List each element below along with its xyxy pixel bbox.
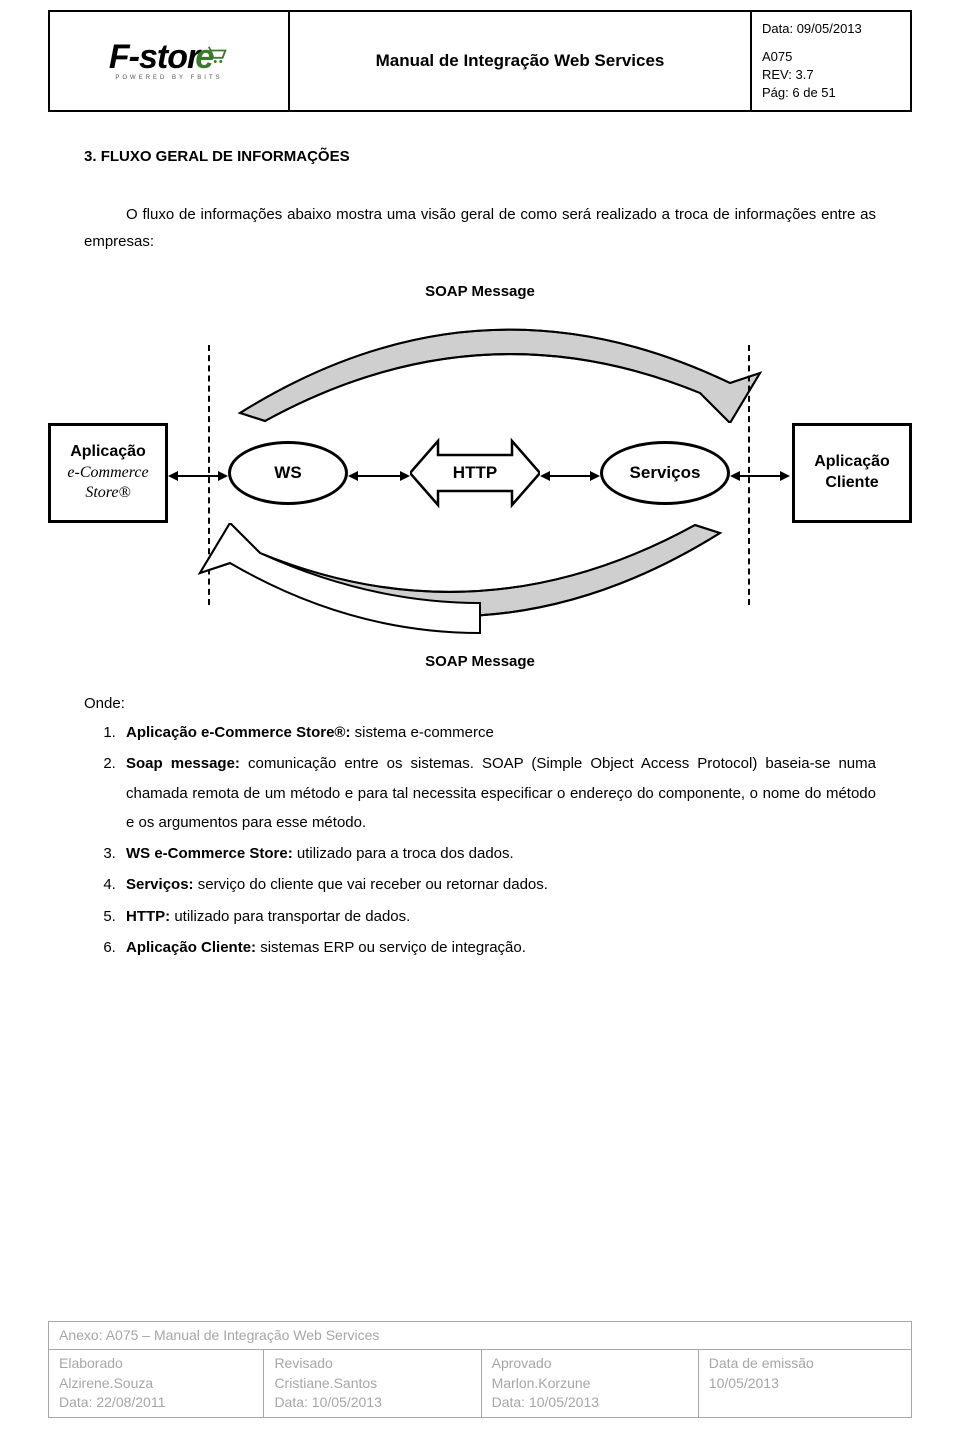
node-ws: WS: [228, 441, 348, 505]
meta-code: A075: [762, 48, 900, 66]
meta-page-label: Pág:: [762, 85, 789, 100]
list-rest: sistemas ERP ou serviço de integração.: [256, 939, 526, 956]
meta-date-label: Data:: [762, 21, 793, 36]
list-rest: utilizado para transportar de dados.: [170, 908, 410, 925]
meta-rev-label: REV:: [762, 67, 792, 82]
section-title: FLUXO GERAL DE INFORMAÇÕES: [101, 148, 350, 165]
box-app-cliente: Aplicação Cliente: [792, 423, 912, 523]
box-left-l3: Store®: [59, 483, 157, 504]
list-item: HTTP: utilizado para transportar de dado…: [120, 902, 876, 931]
list-item: WS e-Commerce Store: utilizado para a tr…: [120, 839, 876, 868]
list-rest: sistema e-commerce: [350, 724, 493, 741]
footer-col-l2: Data: 10/05/2013: [492, 1393, 688, 1413]
list-item: Serviços: serviço do cliente que vai rec…: [120, 870, 876, 899]
cart-icon: [207, 37, 229, 59]
dblarrow-1-icon: [168, 469, 228, 477]
logo: F-store POWERED BY FBITS: [109, 38, 229, 81]
section-heading: 3. FLUXO GERAL DE INFORMAÇÕES: [84, 148, 912, 165]
soap-label-bottom: SOAP Message: [400, 653, 560, 670]
dblarrow-4-icon: [730, 469, 790, 477]
ws-label: WS: [274, 463, 301, 483]
footer-col: Aprovado Marlon.Korzune Data: 10/05/2013: [481, 1350, 698, 1418]
box-right-l1: Aplicação: [803, 452, 901, 473]
meta-rev: 3.7: [795, 67, 813, 82]
list-bold: Aplicação e-Commerce Store®:: [126, 724, 350, 741]
doc-meta: Data: 09/05/2013 A075 REV: 3.7 Pág: 6 de…: [751, 11, 911, 111]
list-item: Aplicação Cliente: sistemas ERP ou servi…: [120, 933, 876, 962]
box-left-l1: Aplicação: [59, 442, 157, 463]
list-rest: serviço do cliente que vai receber ou re…: [194, 876, 548, 893]
intro-paragraph: O fluxo de informações abaixo mostra uma…: [84, 201, 876, 255]
box-right-l2: Cliente: [803, 473, 901, 494]
list-bold: HTTP:: [126, 908, 170, 925]
arrow-bottom-icon: [170, 523, 790, 643]
section-number: 3.: [84, 148, 97, 165]
onde-label: Onde:: [84, 695, 876, 712]
footer-col-l1: Marlon.Korzune: [492, 1374, 688, 1394]
definition-list: Aplicação e-Commerce Store®: sistema e-c…: [120, 718, 876, 962]
meta-date: 09/05/2013: [797, 21, 862, 36]
box-left-l2: e-Commerce: [59, 463, 157, 484]
footer-col: Data de emissão 10/05/2013: [698, 1350, 911, 1418]
dblarrow-2-icon: [348, 469, 410, 477]
dblarrow-3-icon: [540, 469, 600, 477]
footer-anexo: Anexo: A075 – Manual de Integração Web S…: [49, 1321, 912, 1350]
logo-text-main: F-stor: [109, 38, 199, 77]
node-servicos: Serviços: [600, 441, 730, 505]
footer-col-l1: Cristiane.Santos: [274, 1374, 470, 1394]
footer-col: Revisado Cristiane.Santos Data: 10/05/20…: [264, 1350, 481, 1418]
list-bold: Serviços:: [126, 876, 194, 893]
footer-col-h: Aprovado: [492, 1354, 688, 1374]
doc-header-table: F-store POWERED BY FBITS Manual de Integ…: [48, 10, 912, 112]
doc-title: Manual de Integração Web Services: [289, 11, 751, 111]
list-rest: utilizado para a troca dos dados.: [293, 845, 514, 862]
list-bold: Soap message:: [126, 755, 240, 772]
footer-col-l2: Data: 10/05/2013: [274, 1393, 470, 1413]
meta-page: 6 de 51: [792, 85, 835, 100]
http-label: HTTP: [410, 435, 540, 511]
soap-label-top: SOAP Message: [400, 283, 560, 300]
arrow-top-icon: [170, 303, 790, 423]
list-bold: WS e-Commerce Store:: [126, 845, 293, 862]
servicos-label: Serviços: [630, 463, 701, 483]
footer-col: Elaborado Alzirene.Souza Data: 22/08/201…: [49, 1350, 264, 1418]
logo-cell: F-store POWERED BY FBITS: [49, 11, 289, 111]
flow-diagram: SOAP Message Aplicação e-Commerce Store®…: [70, 283, 890, 673]
footer-col-l2: Data: 22/08/2011: [59, 1393, 253, 1413]
list-item: Aplicação e-Commerce Store®: sistema e-c…: [120, 718, 876, 747]
doc-footer-table: Anexo: A075 – Manual de Integração Web S…: [48, 1321, 912, 1418]
footer-col-h: Revisado: [274, 1354, 470, 1374]
box-app-ecommerce: Aplicação e-Commerce Store®: [48, 423, 168, 523]
list-item: Soap message: comunicação entre os siste…: [120, 749, 876, 837]
footer-col-l1: 10/05/2013: [709, 1374, 901, 1394]
footer-col-h: Elaborado: [59, 1354, 253, 1374]
footer-col-h: Data de emissão: [709, 1354, 901, 1374]
list-bold: Aplicação Cliente:: [126, 939, 256, 956]
footer-col-l1: Alzirene.Souza: [59, 1374, 253, 1394]
